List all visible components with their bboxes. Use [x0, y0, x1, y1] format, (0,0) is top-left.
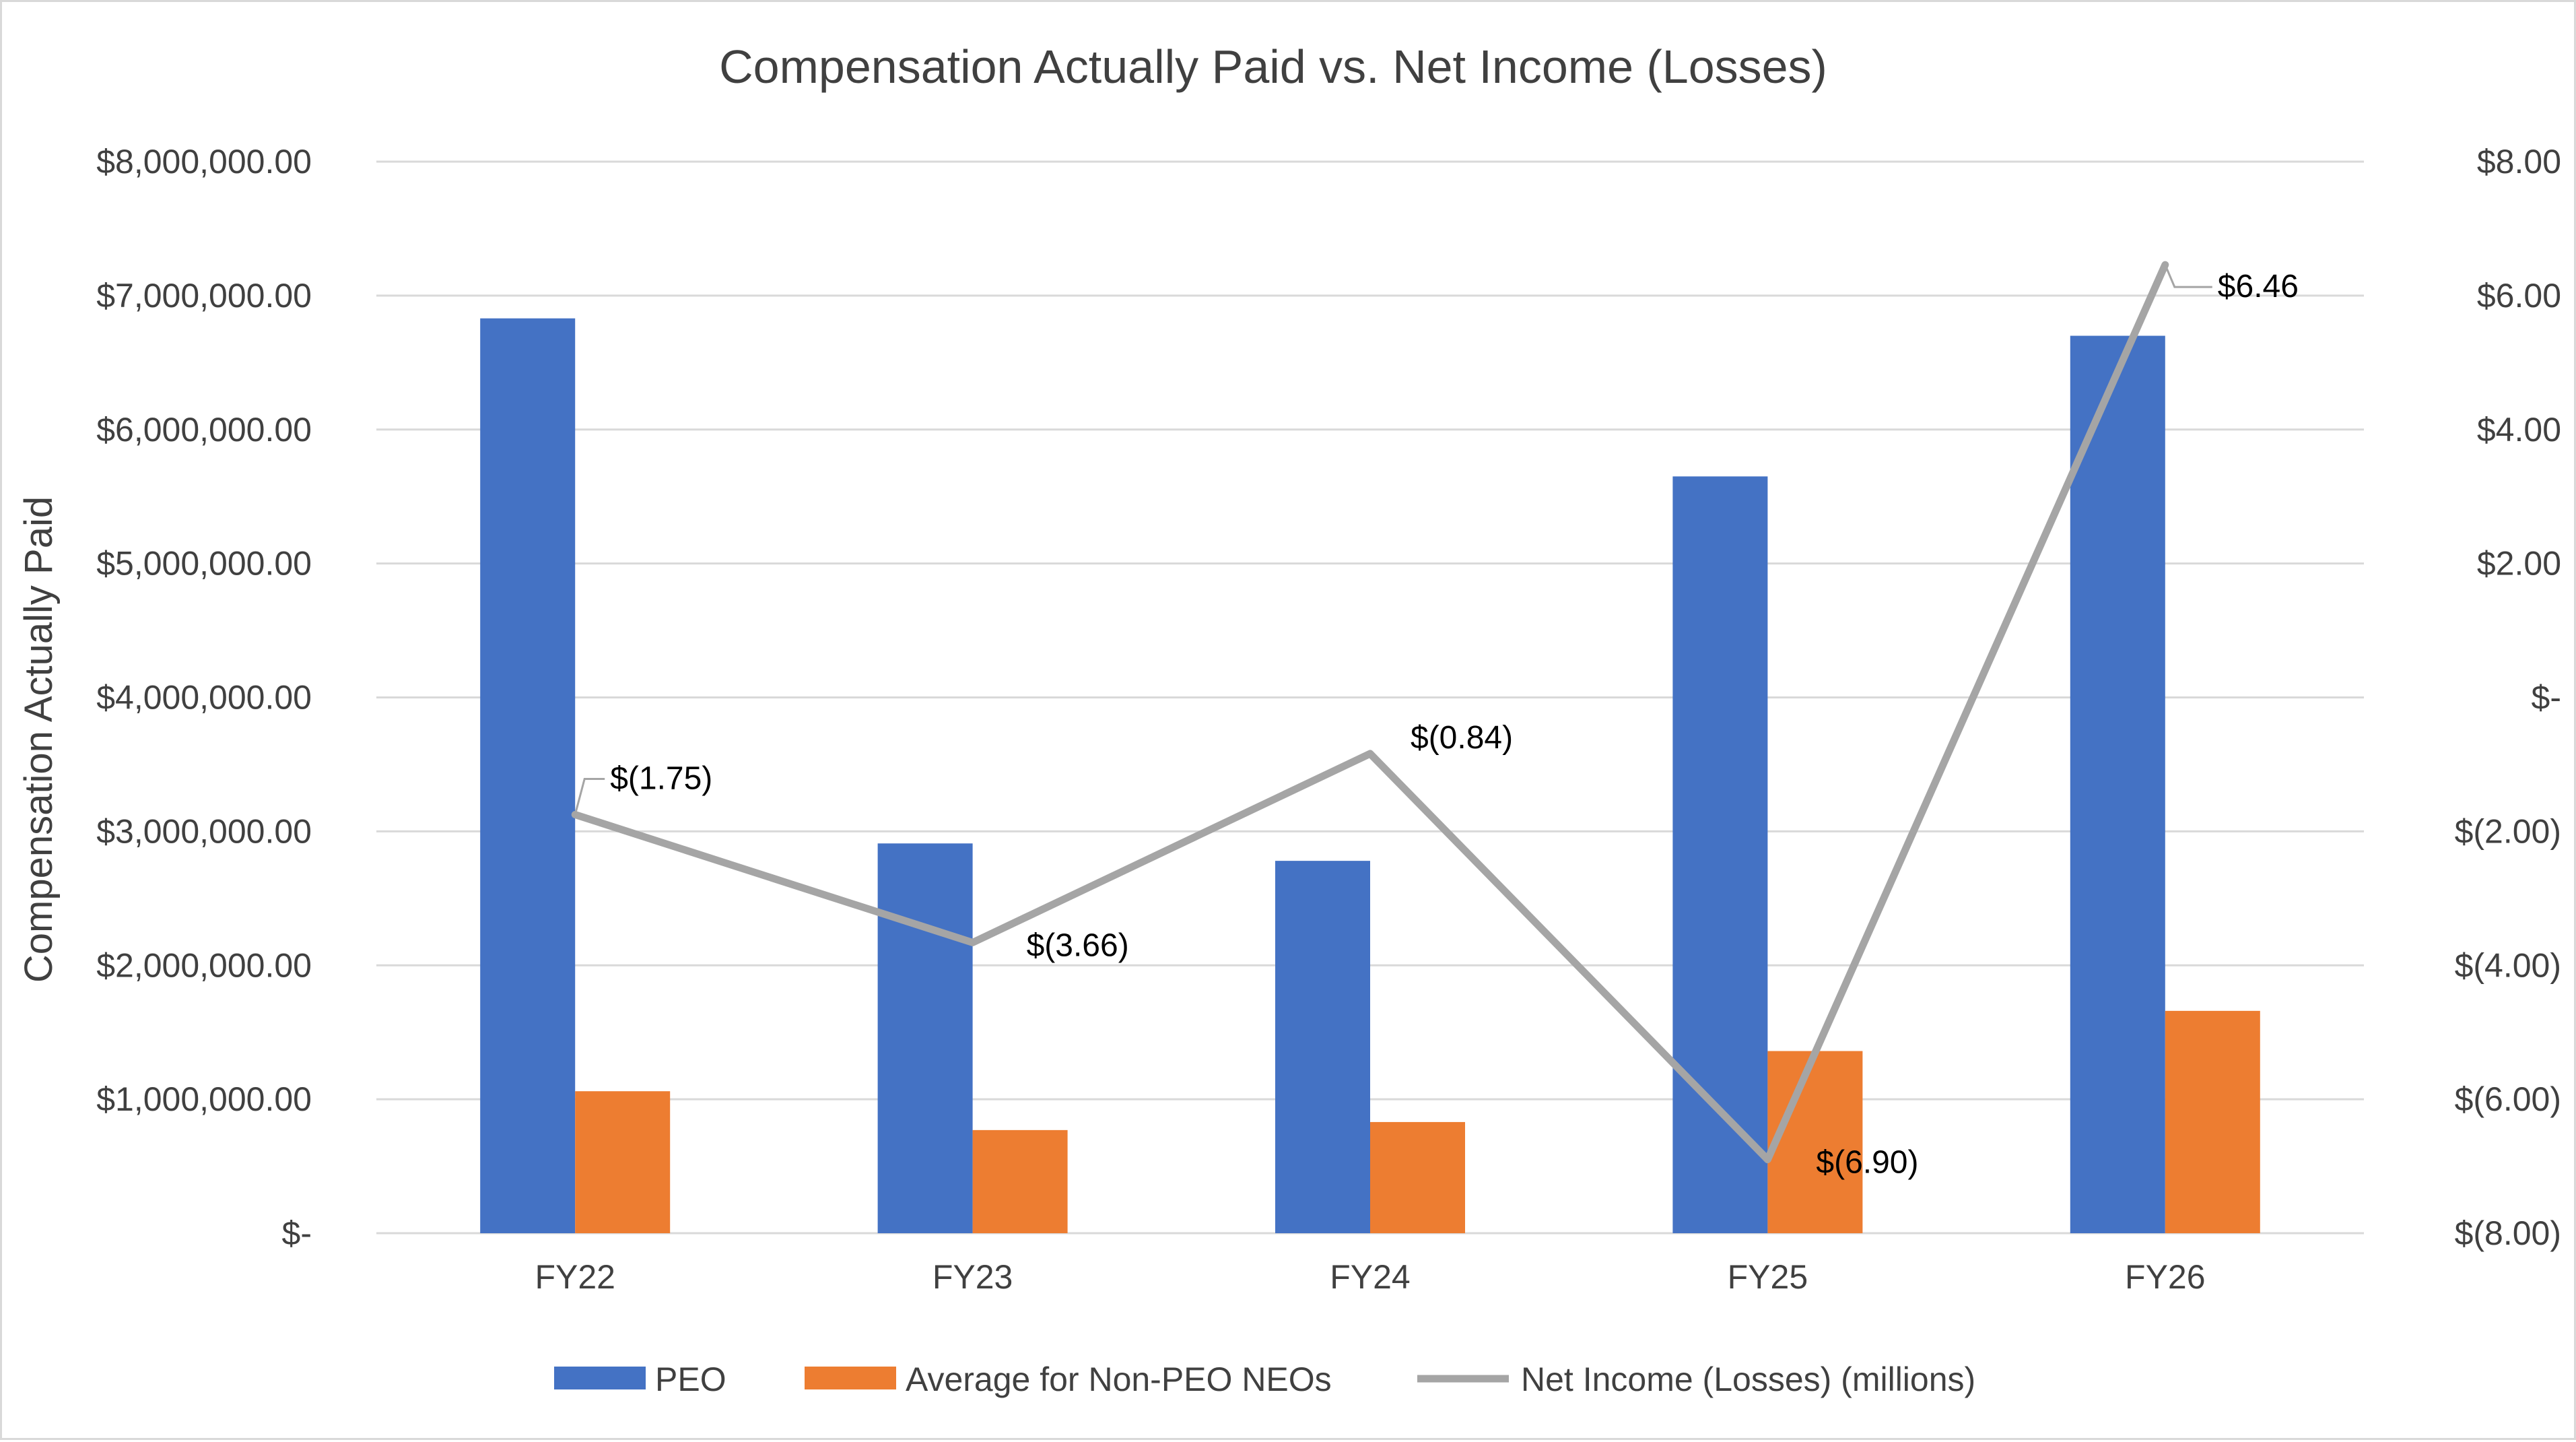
net-income-data-label: $(3.66): [1027, 927, 1129, 963]
x-tick-label: FY25: [1728, 1258, 1808, 1296]
x-tick-label: FY23: [933, 1258, 1013, 1296]
x-tick-label: FY26: [2125, 1258, 2206, 1296]
y2-tick-label: $4.00: [2477, 411, 2561, 449]
bar-non-peo-fy22: [575, 1091, 671, 1233]
y-tick-label: $4,000,000.00: [96, 679, 312, 717]
y-tick-label: $-: [282, 1214, 312, 1252]
line-series: $(1.75) $(3.66) $(0.84) $(6.90) $6.46: [571, 261, 2299, 1181]
y-tick-label: $8,000,000.00: [96, 143, 312, 181]
y-tick-label: $1,000,000.00: [96, 1080, 312, 1118]
x-tick-label: FY24: [1330, 1258, 1411, 1296]
net-income-line: [571, 261, 2169, 1164]
bar-non-peo-fy24: [1370, 1121, 1465, 1233]
net-income-data-label: $(1.75): [610, 761, 712, 797]
net-income-data-label: $(6.90): [1816, 1145, 1918, 1181]
y2-tick-label: $-: [2532, 679, 2561, 717]
y-tick-label: $5,000,000.00: [96, 545, 312, 583]
y2-tick-label: $6.00: [2477, 277, 2561, 315]
y-tick-label: $2,000,000.00: [96, 946, 312, 984]
chart-title: Compensation Actually Paid vs. Net Incom…: [719, 40, 1827, 93]
bar-non-peo-fy26: [2165, 1010, 2260, 1233]
bar-series: [480, 318, 2260, 1234]
net-income-data-label: $(0.84): [1411, 720, 1513, 756]
y2-tick-label: $2.00: [2477, 545, 2561, 583]
bar-peo-fy26: [2070, 335, 2165, 1234]
bar-peo-fy23: [877, 843, 973, 1233]
data-label-leader: [574, 778, 605, 815]
legend-swatch-peo: [554, 1367, 646, 1389]
axes: Compensation Actually Paid $- $1,000,000.…: [17, 143, 2561, 1296]
y-tick-label: $6,000,000.00: [96, 411, 312, 449]
y2-tick-label: $(2.00): [2455, 812, 2561, 850]
y2-tick-label: $(6.00): [2455, 1080, 2561, 1118]
bar-non-peo-fy23: [972, 1129, 1068, 1233]
y2-tick-label: $(8.00): [2455, 1214, 2561, 1252]
net-income-data-label: $6.46: [2218, 269, 2299, 304]
y-tick-label: $3,000,000.00: [96, 812, 312, 850]
y2-tick-label: $8.00: [2477, 143, 2561, 181]
data-label-leader: [2164, 264, 2212, 288]
legend-label: Average for Non-PEO NEOs: [906, 1361, 1332, 1398]
x-tick-label: FY22: [535, 1258, 615, 1296]
y2-tick-label: $(4.00): [2455, 946, 2561, 984]
bar-peo-fy22: [480, 318, 576, 1234]
legend-label: PEO: [655, 1361, 726, 1398]
bar-peo-fy24: [1275, 861, 1370, 1233]
legend-label: Net Income (Losses) (millions): [1521, 1361, 1975, 1398]
legend-swatch-non-peo: [805, 1367, 896, 1389]
bar-non-peo-fy25: [1767, 1051, 1863, 1233]
y-tick-label: $7,000,000.00: [96, 277, 312, 315]
legend: PEO Average for Non-PEO NEOs Net Income (L…: [554, 1361, 1975, 1398]
gridlines: [376, 160, 2364, 1235]
bar-peo-fy25: [1672, 476, 1768, 1234]
y-axis-title: Compensation Actually Paid: [17, 496, 61, 983]
